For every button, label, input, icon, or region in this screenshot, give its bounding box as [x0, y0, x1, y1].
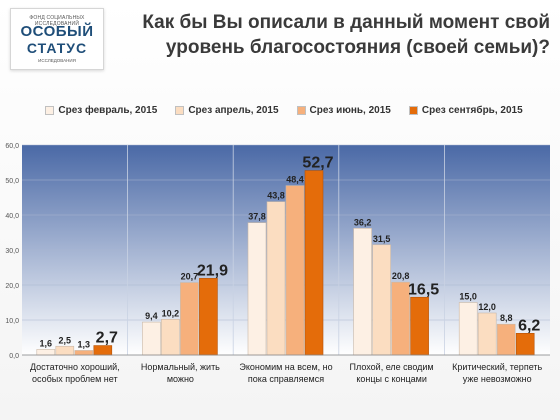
bar — [391, 281, 410, 356]
data-label: 15,0 — [459, 292, 477, 302]
x-tick-label: Плохой, еле сводим концы с концами — [350, 362, 434, 384]
x-tick-label-line: концы с концами — [356, 374, 427, 384]
bar — [180, 282, 199, 356]
bar — [304, 170, 324, 356]
x-tick-label: Экономим на всем, но пока справляемся — [239, 362, 332, 384]
chart-title-line1: Как бы Вы описали в данный момент свой — [142, 12, 550, 33]
data-label: 2,5 — [59, 335, 72, 345]
bar — [410, 296, 429, 356]
data-label: 8,8 — [500, 313, 513, 323]
logo-top-text: ФОНД СОЦИАЛЬНЫХ ИССЛЕДОВАНИЙ — [29, 15, 85, 27]
legend-item: Срез июнь, 2015 — [296, 104, 391, 116]
x-tick-label: Достаточно хороший, особых проблем нет — [30, 362, 120, 384]
legend-item: Срез сентябрь, 2015 — [408, 104, 523, 116]
data-label: 48,4 — [286, 175, 304, 185]
logo-line1: ОСОБЫЙ — [20, 23, 94, 40]
data-label: 12,0 — [478, 302, 496, 312]
data-label: 31,5 — [373, 234, 391, 244]
legend-swatch — [296, 105, 306, 115]
x-tick-label-line: Нормальный, жить — [141, 362, 220, 372]
legend-swatch — [45, 105, 55, 115]
bar — [199, 278, 218, 356]
legend-swatch — [175, 105, 185, 115]
bar — [142, 321, 161, 356]
y-tick-label: 0,0 — [9, 353, 19, 360]
bar — [458, 302, 478, 356]
x-tick-label-line: Критический, терпеть — [452, 362, 542, 372]
data-label: 1,6 — [40, 338, 53, 348]
y-tick-label: 60,0 — [5, 143, 19, 150]
data-label: 37,8 — [248, 212, 266, 222]
data-label: 10,2 — [162, 308, 180, 318]
logo-line2: СТАТУС — [26, 40, 88, 56]
y-tick-label: 20,0 — [5, 283, 19, 290]
legend-label: Срез сентябрь, 2015 — [421, 104, 523, 116]
legend-label: Срез июнь, 2015 — [309, 104, 391, 116]
y-tick-label: 30,0 — [5, 248, 19, 255]
bar — [372, 244, 391, 356]
chart-legend: Срез февраль, 2015 Срез апрель, 2015 Срез … — [24, 101, 544, 119]
legend-label: Срез апрель, 2015 — [188, 104, 279, 116]
y-tick-label: 10,0 — [5, 318, 19, 325]
logo-bottom-text: ИССЛЕДОВАНИЯ — [38, 58, 76, 63]
data-label: 43,8 — [267, 191, 285, 201]
y-tick-label: 40,0 — [5, 213, 19, 220]
y-tick-label: 50,0 — [5, 178, 19, 185]
data-label: 1,3 — [78, 339, 91, 349]
x-tick-label-line: можно — [167, 374, 194, 384]
bar — [161, 318, 180, 356]
data-label: 9,4 — [145, 311, 158, 321]
legend-swatch — [408, 105, 418, 115]
data-label: 20,8 — [392, 271, 410, 281]
bar — [477, 312, 497, 356]
data-label: 21,9 — [197, 262, 228, 279]
bar — [74, 350, 94, 356]
logo: ФОНД СОЦИАЛЬНЫХ ИССЛЕДОВАНИЙ ОСОБЫЙ СТАТ… — [10, 8, 104, 70]
x-tick-label-line: особых проблем нет — [32, 374, 118, 384]
data-label: 52,7 — [302, 155, 333, 172]
chart-title-line2: уровень благосостояния (своей семьи)? — [165, 37, 550, 58]
legend-item: Срез апрель, 2015 — [175, 104, 279, 116]
data-label: 20,7 — [181, 272, 199, 282]
bar — [93, 345, 113, 356]
bar — [247, 222, 267, 356]
bar — [515, 332, 535, 356]
legend-label: Срез февраль, 2015 — [58, 104, 158, 116]
x-tick-label: Критический, терпеть уже невозможно — [452, 362, 542, 384]
bar — [496, 323, 516, 356]
x-tick-label-line: пока справляемся — [248, 374, 324, 384]
x-tick-label: Нормальный, жить можно — [141, 362, 220, 384]
data-label: 2,7 — [96, 330, 118, 347]
data-label: 36,2 — [354, 217, 372, 227]
chart-title: Как бы Вы описали в данный момент свой у… — [120, 10, 550, 60]
bar — [36, 349, 56, 356]
x-tick-label-line: уже невозможно — [463, 374, 532, 384]
bar — [353, 228, 372, 356]
legend-item: Срез февраль, 2015 — [45, 105, 157, 116]
bar — [266, 201, 286, 356]
x-tick-label-line: Экономим на всем, но — [239, 362, 332, 372]
bar — [55, 345, 75, 356]
data-label: 16,5 — [408, 281, 439, 298]
x-tick-label-line: Плохой, еле сводим — [350, 362, 434, 372]
data-label: 6,2 — [518, 317, 540, 334]
bar — [285, 185, 305, 356]
x-tick-label-line: Достаточно хороший, — [30, 362, 120, 372]
